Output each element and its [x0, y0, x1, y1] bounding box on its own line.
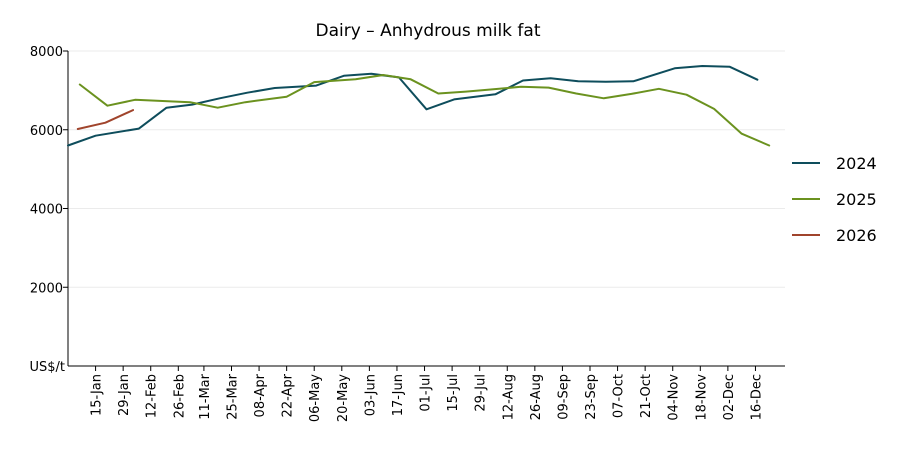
x-tick-label: 03-Jun: [363, 374, 378, 416]
x-tick-label: 15-Jan: [90, 374, 105, 416]
x-tick-label: 29-Jul: [474, 374, 489, 412]
series-line-2024: [67, 65, 759, 147]
axis-layer: 2000 4000 6000 8000 15-Jan 29-Jan 12-Feb 26-Feb…: [30, 45, 785, 422]
x-tick-label: 06-May: [308, 374, 323, 422]
x-tick-label: 15-Jul: [446, 374, 461, 412]
y-tick-label: 2000: [30, 281, 63, 296]
x-tick-label: 09-Sep: [556, 374, 571, 420]
y-axis-label: US$/t: [29, 360, 65, 375]
x-tick-label: 29-Jan: [117, 374, 132, 416]
x-tick-label: 11-Mar: [198, 373, 213, 419]
x-tick-label: 08-Apr: [253, 373, 268, 417]
legend-label-2024: 2024: [836, 154, 877, 173]
series-line-2025: [78, 74, 771, 147]
x-tick-label: 12-Feb: [145, 374, 160, 418]
chart-title: Dairy – Anhydrous milk fat: [316, 21, 541, 41]
x-tick-label: 18-Nov: [694, 374, 709, 421]
y-tick-label: 4000: [30, 203, 63, 218]
x-tick-label: 02-Dec: [722, 374, 737, 420]
x-tick-label: 12-Aug: [501, 374, 516, 420]
x-tick-label: 23-Sep: [584, 374, 599, 420]
legend-label-2025: 2025: [836, 190, 877, 209]
x-tick-label: 22-Apr: [281, 373, 296, 417]
series-line-2026: [76, 109, 134, 130]
legend-label-2026: 2026: [836, 226, 877, 245]
x-tick-label: 20-May: [336, 374, 351, 422]
legend: 2024 2025 2026: [792, 154, 877, 245]
x-tick-label: 17-Jun: [391, 374, 406, 416]
grid-layer: [68, 50, 785, 288]
x-tick-label: 01-Jul: [419, 374, 434, 412]
y-tick-label: 6000: [30, 124, 63, 139]
x-tick-label: 26-Feb: [172, 374, 187, 418]
x-tick-label: 04-Nov: [667, 374, 682, 421]
y-tick-label: 8000: [30, 45, 63, 60]
x-tick-label: 21-Oct: [639, 374, 654, 418]
x-tick-label: 26-Aug: [529, 374, 544, 420]
x-tick-label: 25-Mar: [225, 373, 240, 419]
x-tick-label: 16-Dec: [749, 374, 764, 420]
x-tick-label: 07-Oct: [612, 374, 627, 418]
series-layer: [67, 65, 771, 147]
